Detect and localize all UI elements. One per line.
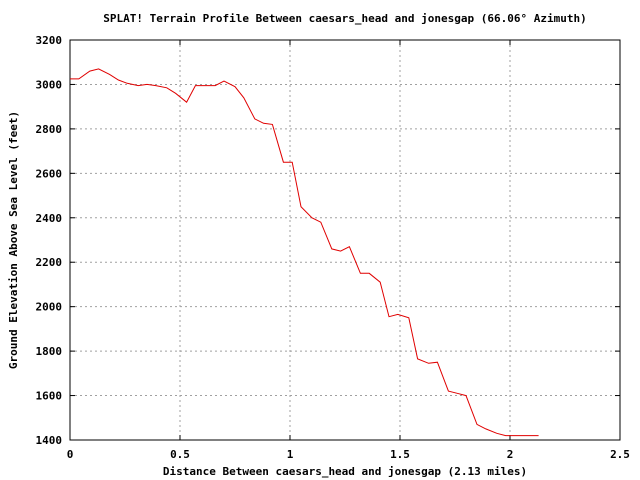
x-tick-label: 0 bbox=[67, 448, 74, 461]
y-axis-label: Ground Elevation Above Sea Level (feet) bbox=[7, 111, 20, 369]
x-axis-label: Distance Between caesars_head and jonesg… bbox=[163, 465, 527, 478]
y-axis: 1400 1600 1800 2000 2200 2400 2600 2800 3000 3200 bbox=[36, 34, 620, 447]
y-tick-label: 1800 bbox=[36, 345, 63, 358]
x-tick-label: 0.5 bbox=[170, 448, 190, 461]
y-tick-label: 2600 bbox=[36, 167, 63, 180]
plot-frame bbox=[69, 39, 621, 441]
y-tick-label: 3200 bbox=[36, 34, 63, 47]
x-axis: 0 0.5 1 1.5 2 2.5 bbox=[67, 40, 630, 461]
x-tick-label: 1.5 bbox=[390, 448, 410, 461]
y-tick-label: 1600 bbox=[36, 390, 63, 403]
y-tick-label: 2000 bbox=[36, 301, 63, 314]
x-tick-label: 2.5 bbox=[610, 448, 630, 461]
y-tick-label: 3000 bbox=[36, 78, 63, 91]
y-tick-label: 2400 bbox=[36, 212, 63, 225]
chart-title: SPLAT! Terrain Profile Between caesars_h… bbox=[103, 12, 586, 25]
y-tick-label: 2800 bbox=[36, 123, 63, 136]
elevation-series-line bbox=[70, 68, 539, 437]
x-tick-label: 1 bbox=[287, 448, 294, 461]
x-tick-label: 2 bbox=[507, 448, 514, 461]
grid bbox=[70, 40, 620, 440]
y-tick-label: 1400 bbox=[36, 434, 63, 447]
y-tick-label: 2200 bbox=[36, 256, 63, 269]
